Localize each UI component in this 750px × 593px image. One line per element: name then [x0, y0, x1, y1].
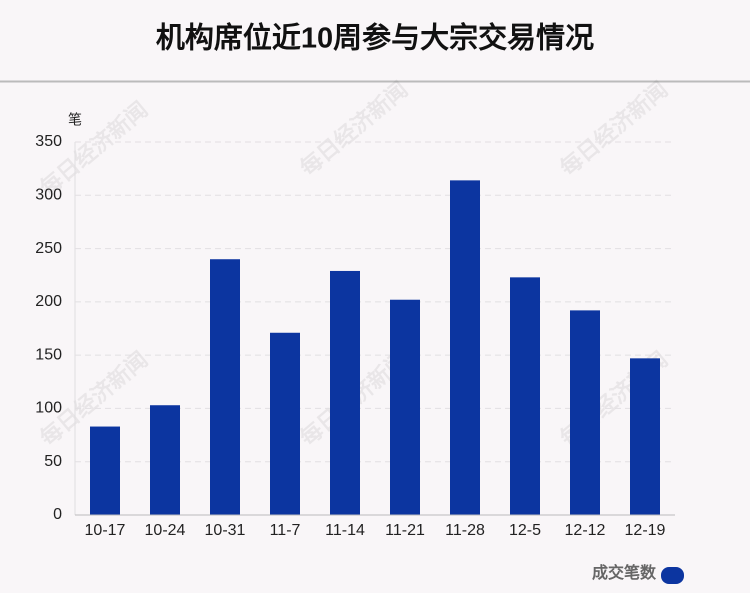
x-tick-label: 12-12: [565, 522, 606, 539]
x-tick-label: 11-21: [385, 522, 425, 539]
y-tick-label: 0: [53, 506, 62, 523]
y-tick-label: 50: [44, 453, 62, 470]
bar: [90, 426, 120, 515]
y-tick-label: 300: [35, 187, 62, 204]
bar: [570, 310, 600, 515]
x-tick-label: 10-31: [205, 522, 246, 539]
x-tick-label: 11-28: [445, 522, 485, 539]
x-tick-label: 12-19: [625, 522, 666, 539]
bar: [630, 358, 660, 515]
bar: [330, 270, 360, 515]
legend-label: 成交笔数: [592, 563, 657, 582]
bar: [390, 299, 420, 515]
x-tick-label: 11-7: [270, 522, 301, 539]
bar: [150, 405, 180, 515]
bar: [210, 259, 240, 515]
y-tick-label: 150: [35, 346, 62, 363]
y-tick-label: 350: [35, 133, 62, 150]
bar: [270, 332, 300, 515]
chart-title: 机构席位近10周参与大宗交易情况: [156, 21, 594, 55]
x-tick-label: 11-14: [325, 522, 365, 539]
x-tick-label: 12-5: [509, 522, 541, 539]
x-tick-label: 10-17: [85, 522, 126, 539]
bar: [450, 180, 480, 515]
y-unit: 笔: [68, 112, 82, 128]
y-tick-label: 100: [35, 400, 62, 417]
x-tick-label: 10-24: [145, 522, 186, 539]
bar: [510, 277, 540, 515]
y-tick-label: 250: [35, 240, 62, 257]
y-tick-label: 200: [35, 293, 62, 310]
legend-swatch: [661, 567, 684, 584]
